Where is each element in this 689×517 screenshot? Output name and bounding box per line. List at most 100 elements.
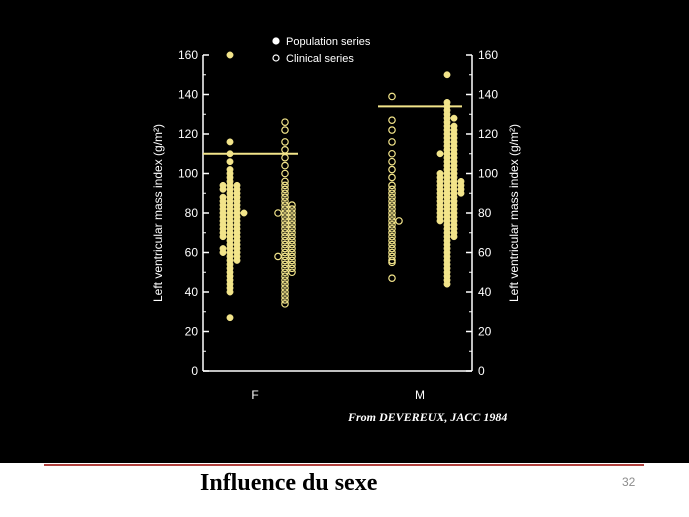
clinical-point-f <box>281 264 289 273</box>
clinical-point-m <box>388 92 396 101</box>
clinical-point-f <box>281 225 289 233</box>
legend-marker-clinical <box>272 54 280 62</box>
population-point-f <box>226 51 234 59</box>
clinical-point-f <box>281 169 289 178</box>
clinical-point-m <box>388 185 396 194</box>
clinical-point-f <box>288 248 296 257</box>
clinical-point-f <box>288 221 296 229</box>
clinical-point-f <box>281 161 289 170</box>
clinical-point-f <box>288 256 296 265</box>
clinical-point-f <box>281 236 289 245</box>
clinical-point-f <box>288 252 296 261</box>
clinical-point-f <box>288 225 296 233</box>
population-point-m <box>443 280 451 288</box>
clinical-point-m <box>388 165 396 174</box>
population-point-f <box>226 150 234 158</box>
clinical-point-m <box>388 244 396 253</box>
clinical-point-f <box>281 189 289 198</box>
clinical-point-f <box>281 248 289 257</box>
clinical-point-m <box>388 181 396 190</box>
clinical-point-m <box>388 228 396 237</box>
population-point-f <box>219 185 227 193</box>
clinical-point-f <box>288 217 296 225</box>
clinical-point-f <box>281 240 289 249</box>
clinical-point-m <box>388 116 396 124</box>
legend-label-clinical: Clinical series <box>286 53 354 65</box>
clinical-point-f <box>281 296 289 304</box>
y-tick-label-left: 80 <box>185 206 199 220</box>
population-point-f <box>240 209 248 217</box>
y-tick-label-right: 60 <box>478 246 492 260</box>
clinical-point-f <box>281 292 289 300</box>
y-tick-label-left: 160 <box>178 48 198 62</box>
y-tick-label-right: 0 <box>478 364 485 378</box>
page-number: 32 <box>622 475 636 489</box>
clinical-point-f <box>281 153 289 162</box>
x-category-label-f: F <box>251 388 258 402</box>
clinical-point-m <box>388 205 396 213</box>
population-point-f <box>226 138 234 146</box>
clinical-point-f <box>281 201 289 209</box>
population-point-m <box>443 71 451 79</box>
clinical-point-f <box>281 197 289 205</box>
y-tick-label-left: 20 <box>185 325 199 339</box>
clinical-point-f <box>281 284 289 292</box>
y-tick-label-right: 40 <box>478 285 492 299</box>
figure-credit: From DEVEREUX, JACC 1984 <box>348 410 508 424</box>
chart-image-area <box>0 0 689 463</box>
y-tick-label-right: 20 <box>478 325 492 339</box>
population-point-m <box>450 114 458 122</box>
clinical-point-f <box>281 205 289 213</box>
clinical-point-f <box>281 256 289 265</box>
y-tick-label-left: 140 <box>178 88 198 102</box>
clinical-point-f <box>288 205 296 213</box>
y-tick-label-right: 100 <box>478 167 498 181</box>
legend-marker-population <box>272 37 280 45</box>
population-point-m <box>436 217 444 225</box>
population-point-m <box>457 189 465 197</box>
x-category-label-m: M <box>415 388 425 402</box>
clinical-point-f <box>274 252 282 261</box>
clinical-point-f <box>281 268 289 277</box>
clinical-point-f <box>288 228 296 237</box>
footer-rule <box>44 464 644 466</box>
legend-label-population: Population series <box>286 36 371 48</box>
clinical-point-m <box>388 248 396 257</box>
clinical-point-f <box>281 244 289 253</box>
clinical-point-m <box>388 240 396 249</box>
population-point-f <box>226 158 234 166</box>
clinical-point-f <box>288 244 296 253</box>
clinical-point-f <box>281 272 289 281</box>
clinical-point-f <box>281 280 289 288</box>
population-point-f <box>226 314 234 322</box>
clinical-point-m <box>388 197 396 205</box>
clinical-point-m <box>388 213 396 221</box>
clinical-point-m <box>388 157 396 166</box>
y-tick-label-left: 60 <box>185 246 199 260</box>
y-axis-title-left: Left ventricular mass index (g/m²) <box>151 124 165 302</box>
clinical-point-f <box>281 276 289 284</box>
population-point-f <box>219 233 227 241</box>
clinical-point-m <box>388 193 396 202</box>
clinical-point-f <box>288 240 296 249</box>
clinical-point-m <box>388 217 396 225</box>
clinical-point-m <box>388 258 396 267</box>
clinical-point-m <box>388 232 396 241</box>
y-tick-label-right: 120 <box>478 127 498 141</box>
clinical-point-f <box>281 221 289 229</box>
y-tick-label-right: 160 <box>478 48 498 62</box>
clinical-point-m <box>388 189 396 198</box>
clinical-point-m <box>388 274 396 282</box>
y-tick-label-right: 80 <box>478 206 492 220</box>
clinical-point-f <box>281 185 289 194</box>
clinical-point-f <box>281 213 289 221</box>
population-point-m <box>450 233 458 241</box>
clinical-point-f <box>288 236 296 245</box>
clinical-point-f <box>281 126 289 134</box>
lv-mass-chart: 0 0 20 20 40 40 60 60 80 80 100 100 120 120 140 140 160 1… <box>151 36 521 402</box>
clinical-point-m <box>388 201 396 209</box>
clinical-point-m <box>388 126 396 134</box>
clinical-point-f <box>288 264 296 273</box>
y-tick-label-left: 0 <box>191 364 198 378</box>
clinical-point-f <box>281 228 289 237</box>
